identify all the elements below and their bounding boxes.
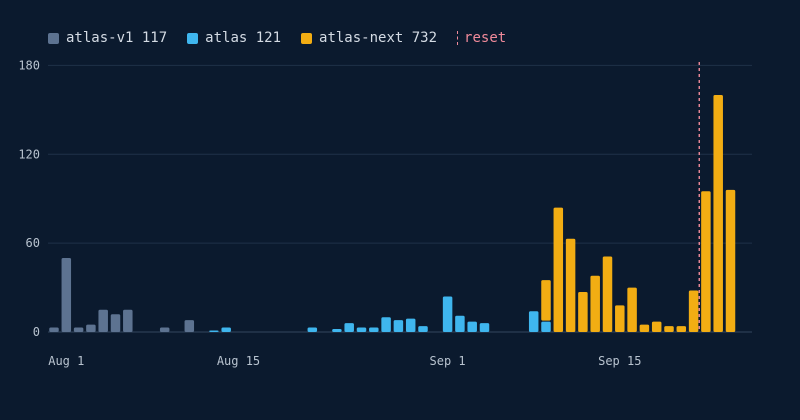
legend-swatch-atlas-next: [301, 32, 313, 44]
bar-atlas-next: [639, 324, 650, 332]
bar-atlas: [467, 321, 477, 332]
bar-atlas-v1: [86, 324, 96, 332]
bar-atlas-next: [565, 238, 576, 332]
reset-marker-legend[interactable]: reset: [457, 30, 506, 46]
bar-atlas: [393, 320, 404, 332]
bar-atlas-next: [701, 191, 711, 332]
legend-item-atlas-v1[interactable]: atlas-v1 117: [48, 30, 167, 46]
legend-item-atlas-next[interactable]: atlas-next 732: [301, 30, 437, 46]
bar-atlas-v1: [98, 309, 108, 332]
bar-atlas: [332, 329, 342, 332]
dashed-line-icon: [457, 31, 459, 45]
bar-atlas: [418, 326, 428, 332]
y-tick-label: 120: [18, 147, 40, 161]
x-tick-label: Sep 1: [430, 354, 466, 368]
bar-atlas: [479, 323, 490, 332]
bar-atlas: [541, 321, 551, 332]
bar-atlas: [307, 327, 318, 332]
x-tick-label: Aug 15: [217, 354, 260, 368]
chart-legend: atlas-v1 117 atlas 121 atlas-next 732 re…: [48, 30, 506, 46]
bar-atlas: [344, 323, 354, 332]
bar-atlas: [442, 296, 453, 332]
bar-atlas-v1: [110, 314, 121, 332]
bar-atlas: [528, 311, 539, 332]
bar-atlas-v1: [73, 327, 84, 332]
bar-atlas-v1: [184, 320, 195, 332]
bar-atlas-v1: [123, 309, 133, 332]
bar-atlas-next: [553, 207, 564, 332]
bar-atlas-next: [590, 275, 600, 332]
bar-atlas-next: [664, 326, 674, 332]
bar-atlas-next: [615, 305, 625, 332]
bar-atlas-v1: [159, 327, 170, 332]
bar-atlas-v1: [61, 257, 72, 332]
legend-label-atlas: atlas 121: [205, 30, 282, 46]
bar-atlas-next: [578, 292, 588, 332]
bar-atlas-next: [725, 189, 736, 332]
bar-atlas: [369, 327, 379, 332]
legend-swatch-atlas-v1: [48, 32, 59, 44]
legend-label-atlas-next: atlas-next 732: [319, 30, 438, 46]
bar-atlas-next: [713, 95, 723, 332]
x-tick-label: Aug 1: [48, 354, 84, 368]
y-tick-label: 180: [18, 58, 40, 72]
bar-atlas-next: [602, 256, 613, 332]
bar-atlas-next: [627, 287, 637, 332]
bar-atlas: [221, 327, 231, 332]
bar-atlas-next: [541, 280, 551, 321]
bar-atlas: [209, 330, 219, 332]
x-tick-label: Sep 15: [598, 354, 641, 368]
bar-atlas: [356, 327, 367, 332]
bar-atlas: [455, 315, 465, 332]
legend-item-atlas[interactable]: atlas 121: [187, 30, 281, 46]
bar-atlas-next: [651, 321, 662, 332]
bar-atlas: [381, 317, 391, 332]
bar-atlas: [405, 318, 416, 332]
y-tick-label: 60: [26, 236, 40, 250]
legend-swatch-atlas: [187, 32, 199, 44]
bar-atlas-next: [688, 290, 699, 332]
legend-label-atlas-v1: atlas-v1 117: [66, 30, 168, 46]
bar-atlas-next: [676, 326, 687, 332]
y-tick-label: 0: [33, 325, 40, 339]
reset-label: reset: [464, 30, 507, 46]
bar-atlas-v1: [49, 327, 59, 332]
